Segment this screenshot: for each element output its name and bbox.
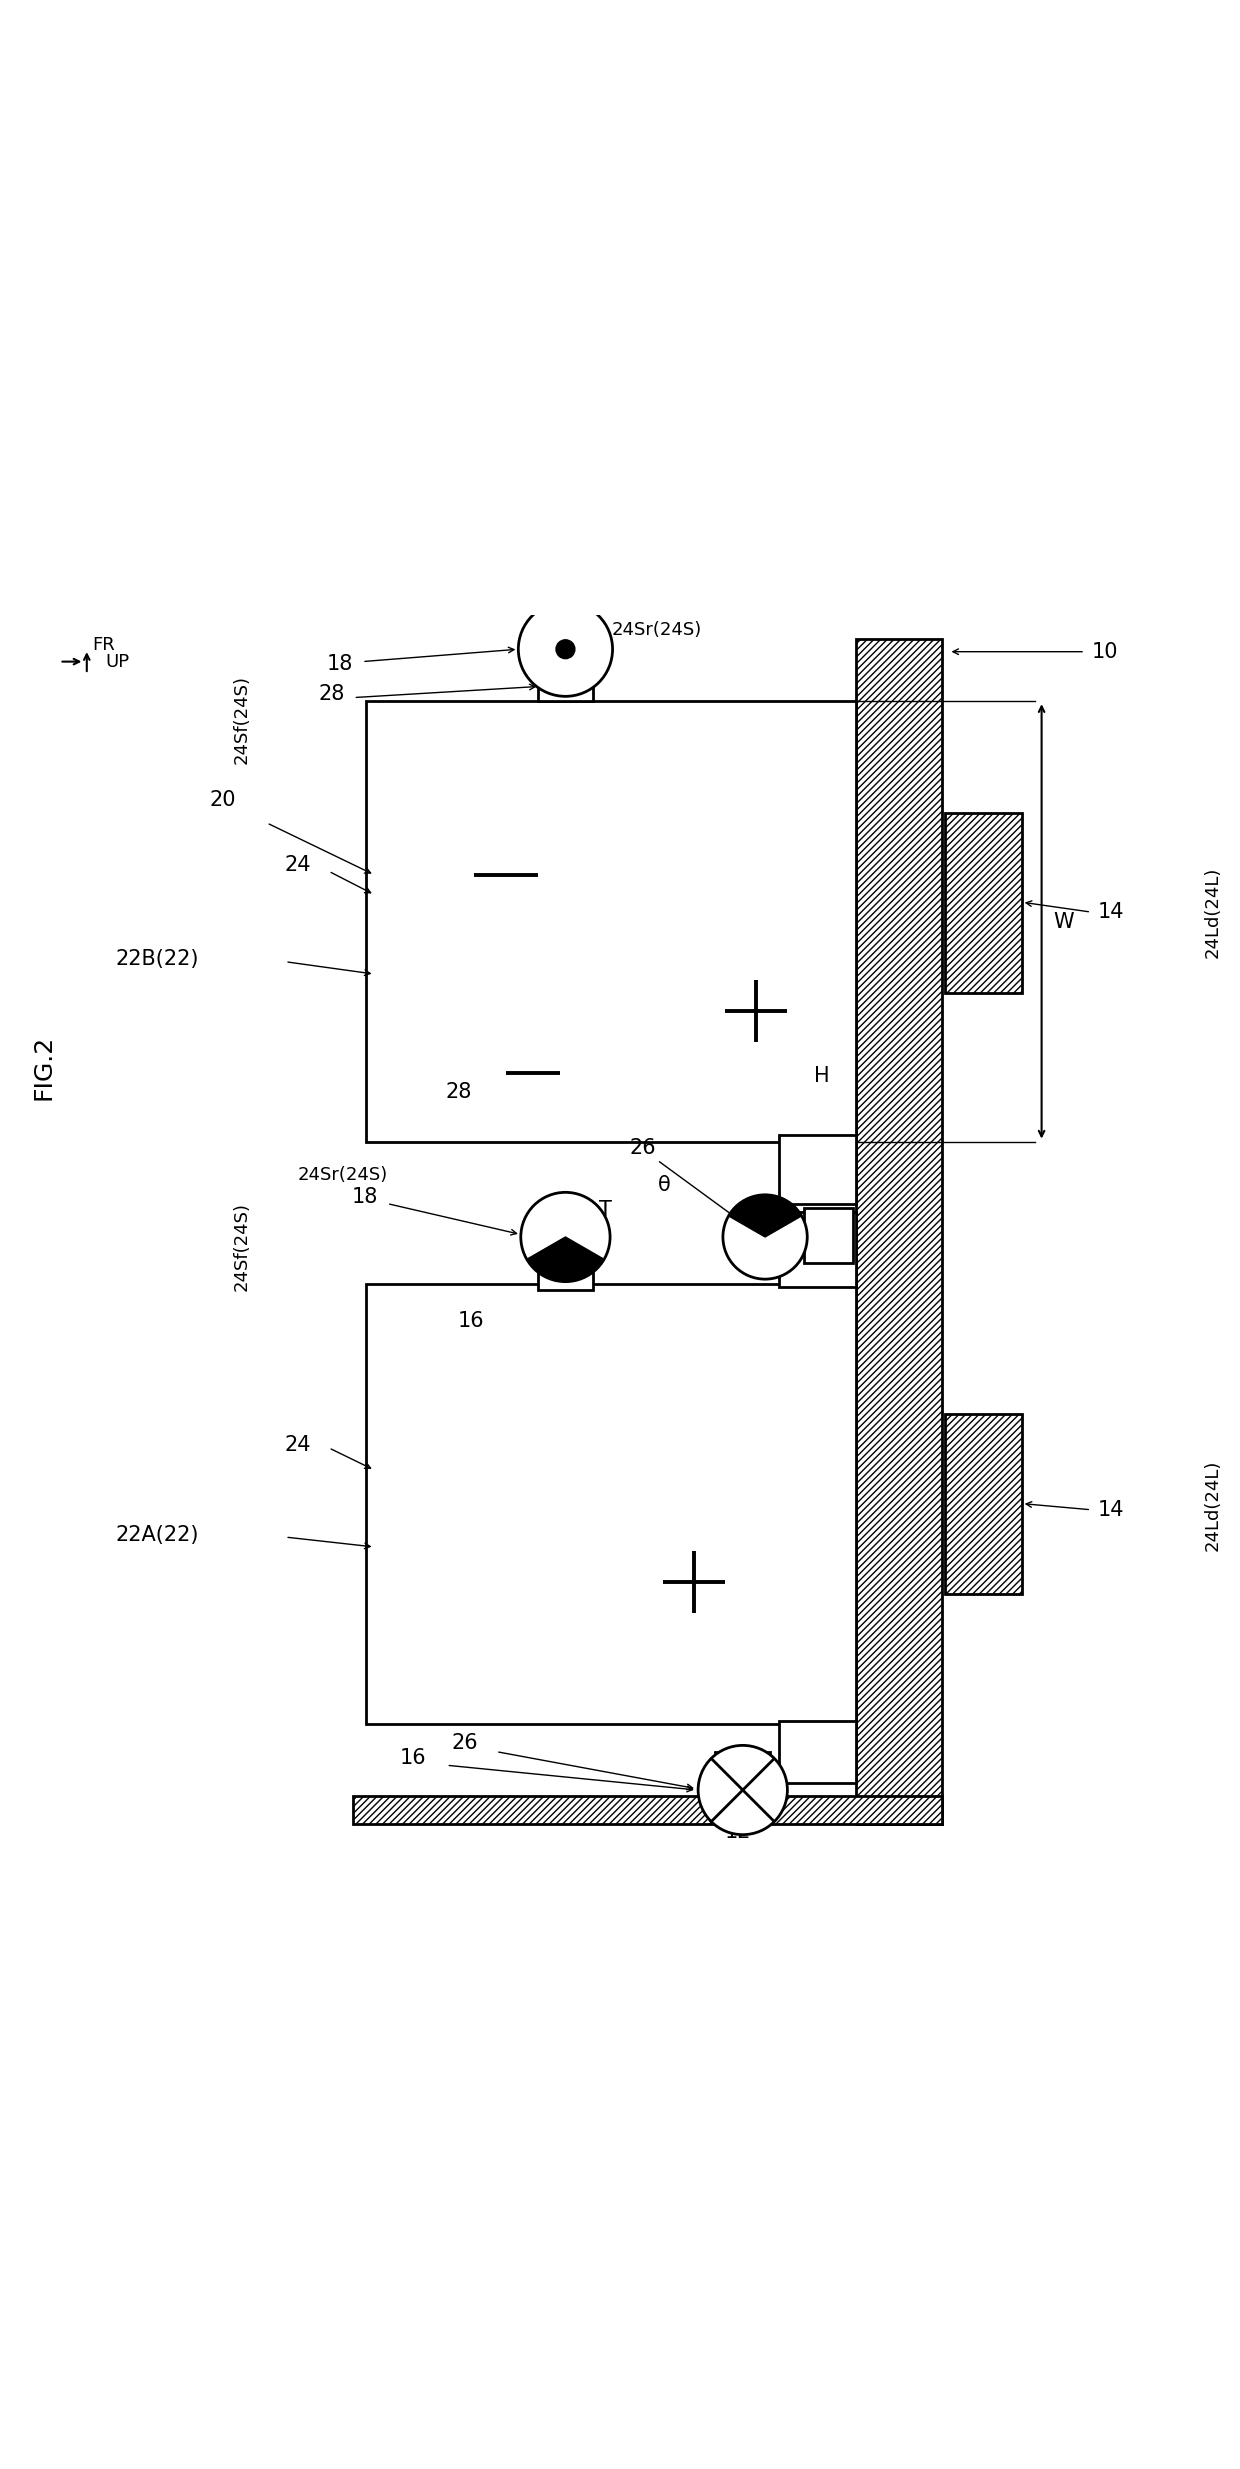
Text: 24: 24 (284, 1434, 311, 1454)
Text: 18: 18 (352, 1188, 378, 1207)
Circle shape (723, 1195, 807, 1279)
Polygon shape (353, 1797, 942, 1825)
Text: 24Ld(24L): 24Ld(24L) (1204, 867, 1221, 958)
Circle shape (518, 602, 613, 696)
Text: UP: UP (105, 652, 129, 672)
Text: 28: 28 (319, 684, 345, 704)
Text: 24Sr(24S): 24Sr(24S) (298, 1165, 388, 1185)
Polygon shape (527, 1237, 604, 1281)
Polygon shape (779, 1136, 856, 1202)
Text: 10: 10 (1091, 642, 1117, 662)
Text: 14: 14 (1097, 901, 1123, 921)
Text: 24Sr(24S): 24Sr(24S) (613, 620, 702, 639)
Text: 14: 14 (1097, 1499, 1123, 1521)
Polygon shape (366, 1284, 856, 1723)
Text: 12: 12 (724, 1822, 751, 1842)
Text: H: H (815, 1067, 830, 1086)
Text: 18: 18 (327, 654, 353, 674)
Text: 24Sf(24S): 24Sf(24S) (233, 1202, 250, 1291)
Polygon shape (729, 1195, 801, 1237)
Polygon shape (945, 1415, 1022, 1595)
Polygon shape (538, 664, 593, 701)
Polygon shape (715, 1751, 770, 1802)
Polygon shape (538, 1230, 593, 1291)
Polygon shape (945, 812, 1022, 993)
Text: 22A(22): 22A(22) (115, 1523, 198, 1546)
Text: W: W (1054, 911, 1074, 931)
Polygon shape (366, 701, 856, 1141)
Text: θ: θ (658, 1175, 671, 1195)
Polygon shape (804, 1207, 853, 1264)
Circle shape (556, 639, 575, 659)
Text: 20: 20 (210, 790, 237, 810)
Polygon shape (856, 639, 942, 1825)
Text: T: T (599, 1200, 611, 1220)
Text: 28: 28 (445, 1081, 472, 1101)
Text: 24Sf(24S): 24Sf(24S) (233, 677, 250, 765)
Text: FIG.2: FIG.2 (31, 1035, 56, 1099)
Circle shape (521, 1193, 610, 1281)
Text: 26: 26 (451, 1733, 479, 1753)
Circle shape (698, 1746, 787, 1834)
Text: 22B(22): 22B(22) (115, 948, 198, 970)
Text: 16: 16 (458, 1311, 485, 1331)
Polygon shape (779, 1212, 856, 1286)
Text: 26: 26 (629, 1138, 656, 1158)
Text: 24Ld(24L): 24Ld(24L) (1204, 1459, 1221, 1551)
Text: 16: 16 (399, 1748, 427, 1768)
Text: FR: FR (92, 637, 114, 654)
Polygon shape (779, 1721, 856, 1783)
Text: 24: 24 (284, 854, 311, 874)
